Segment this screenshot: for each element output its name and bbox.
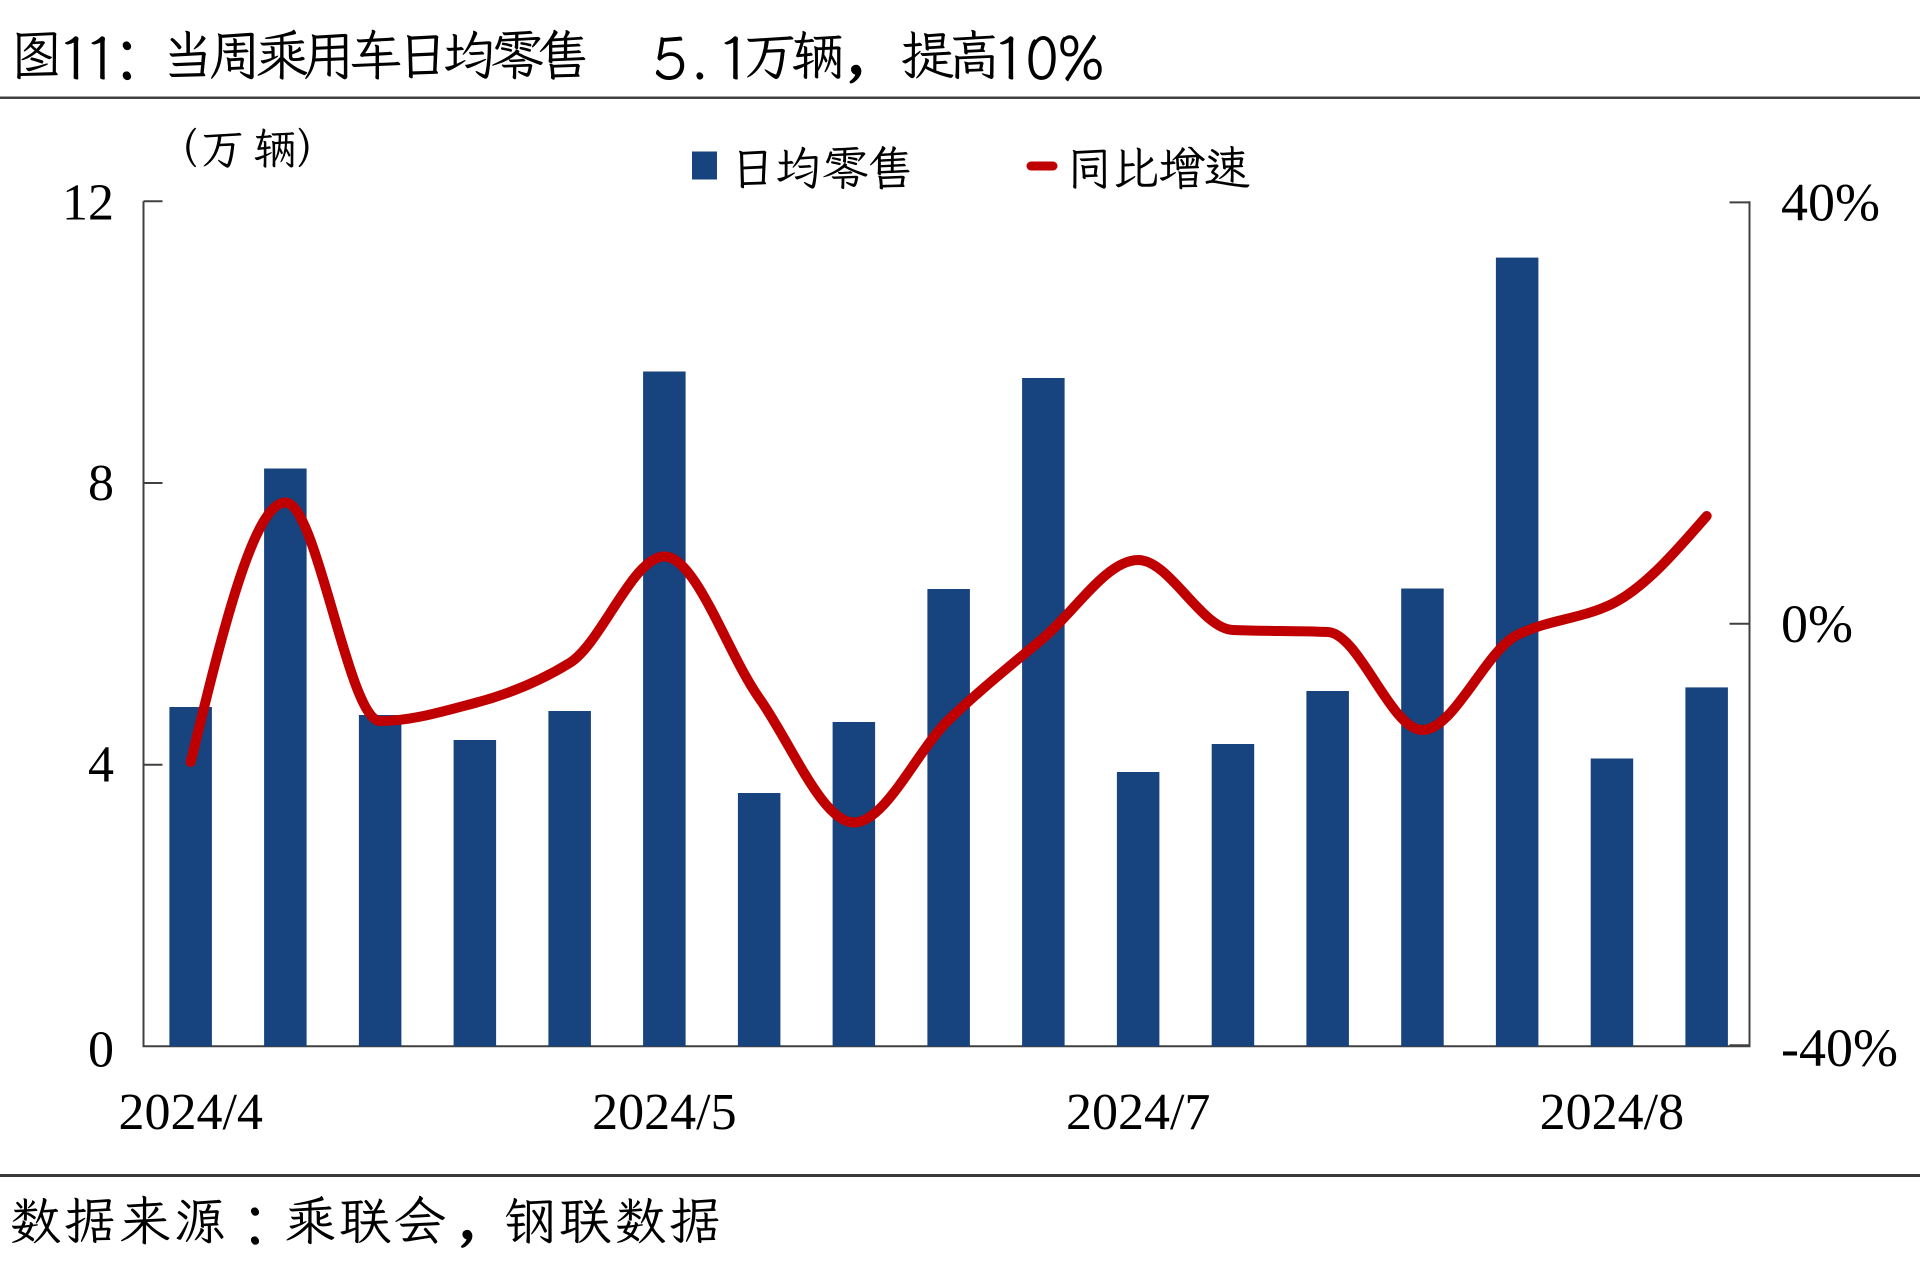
svg-text:-40%: -40%	[1781, 1018, 1898, 1078]
svg-text:8: 8	[88, 455, 114, 512]
svg-text:2024/8: 2024/8	[1540, 1084, 1684, 1141]
svg-text:2024/4: 2024/4	[118, 1084, 262, 1141]
svg-text:2024/7: 2024/7	[1066, 1084, 1210, 1141]
svg-text:2024/5: 2024/5	[592, 1084, 736, 1141]
svg-text:4: 4	[88, 737, 114, 794]
svg-text:12: 12	[62, 174, 114, 231]
svg-text:0: 0	[88, 1021, 114, 1078]
svg-text:0%: 0%	[1781, 594, 1853, 654]
svg-text:40%: 40%	[1781, 172, 1880, 232]
